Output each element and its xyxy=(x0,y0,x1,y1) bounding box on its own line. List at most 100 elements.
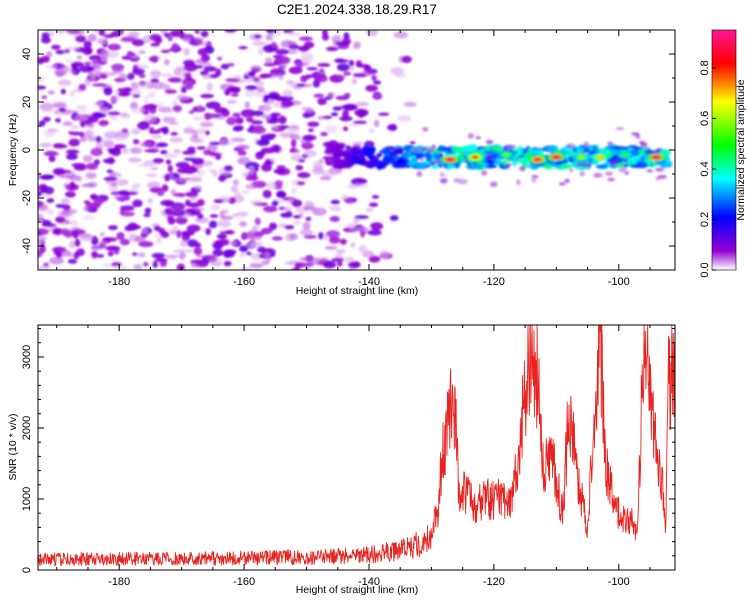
spectrogram-cell xyxy=(90,245,102,251)
spectrogram-cell xyxy=(151,134,163,139)
spectrogram-cell xyxy=(87,34,97,42)
spectrogram-cell xyxy=(312,207,327,216)
spectrogram-cell xyxy=(167,164,173,173)
spectrogram-cell xyxy=(250,120,264,125)
spectrogram-cell xyxy=(327,92,337,98)
spectrogram-cell xyxy=(247,232,263,241)
spectrogram-cell xyxy=(38,235,47,243)
spectrogram-cell xyxy=(104,131,119,139)
spectrogram-cell xyxy=(331,230,340,237)
spectrogram-cell xyxy=(63,183,70,189)
spectrogram-cell xyxy=(287,31,301,37)
spectrogram-cell xyxy=(184,125,194,130)
spectrogram-cell xyxy=(322,30,328,37)
spectrogram-cell xyxy=(131,38,145,47)
spectrogram-cell xyxy=(194,185,203,190)
spectrogram-cell xyxy=(194,242,202,248)
spectrogram-cell xyxy=(371,195,380,199)
spectrogram-cell xyxy=(93,159,101,165)
spectrogram-cell xyxy=(257,47,264,55)
spectrogram-cell xyxy=(223,209,229,214)
spectrogram-cell xyxy=(119,196,126,203)
snr-y-axis-label: SNR (10 * v/v) xyxy=(7,413,19,480)
spectrogram-cell xyxy=(336,150,344,158)
spectrogram-cell xyxy=(102,237,118,242)
spectrogram-cell xyxy=(598,147,611,155)
spectrogram-cell xyxy=(293,219,302,226)
spectrogram-cell xyxy=(245,85,258,91)
spectrogram-cell xyxy=(168,255,177,260)
spectrogram-cell xyxy=(42,116,51,122)
snr-x-tick-label: -120 xyxy=(483,576,505,588)
spectrogram-cell xyxy=(120,37,135,42)
spectrogram-cell xyxy=(486,164,498,169)
spectrogram-cell xyxy=(99,73,108,79)
spectrogram-cell xyxy=(169,229,179,235)
spectrogram-cell xyxy=(132,252,138,256)
spectrogram-cell xyxy=(458,179,468,185)
spectrogram-cell xyxy=(348,59,355,67)
spectrogram-cell xyxy=(76,55,83,60)
spectrogram-cell xyxy=(225,78,240,83)
spectrogram-cell xyxy=(328,236,341,244)
spectrogram-cell xyxy=(64,59,75,63)
spectrogram-cell xyxy=(566,143,576,150)
spectrogram-cell xyxy=(544,162,553,170)
spectrogram-cell xyxy=(306,67,318,71)
spectrogram-cell xyxy=(368,127,375,134)
spectrogram-cell xyxy=(113,144,126,149)
spectrogram-cell xyxy=(42,108,55,113)
spectrogram-cell xyxy=(203,149,212,156)
spectrogram-cell xyxy=(81,215,96,220)
spectrogram-cell xyxy=(191,157,205,165)
spectrogram-cell xyxy=(182,35,192,43)
spectrogram-cell xyxy=(43,186,55,195)
spectrogram-cell xyxy=(252,126,266,134)
spectrogram-cell xyxy=(491,145,499,151)
spectrogram-cell xyxy=(80,183,96,188)
spectrogram-cell xyxy=(299,228,313,237)
spectrogram-cell xyxy=(41,32,50,40)
spectrogram-cell xyxy=(100,53,109,62)
spectrogram-cell xyxy=(96,254,105,258)
spectrogram-cell xyxy=(55,49,65,55)
spectrogram-cell xyxy=(609,159,619,166)
spectrogram-cell xyxy=(38,200,44,207)
spectrogram-cell xyxy=(196,146,207,150)
spectrogram-cell xyxy=(38,120,46,127)
snr-frame xyxy=(37,324,676,571)
spectrogram-cell xyxy=(409,141,416,145)
spectrogram-cell xyxy=(172,225,179,230)
spectrogram-cell xyxy=(98,107,108,113)
spectrogram-cell xyxy=(162,116,177,123)
spectrogram-cell xyxy=(132,199,143,208)
spectrogram-cell xyxy=(67,220,79,226)
spectrogram-cell xyxy=(154,258,168,262)
spectrogram-cell xyxy=(224,89,231,96)
spectrogram-x-tick-label: -120 xyxy=(483,276,505,288)
spectrogram-cell xyxy=(301,142,314,150)
spectrogram-cell xyxy=(303,149,317,158)
spectrogram-cell xyxy=(579,171,585,177)
spectrogram-cell xyxy=(183,71,192,78)
spectrogram-cell xyxy=(329,215,340,223)
spectrogram-cell xyxy=(467,132,475,139)
spectrogram-cell xyxy=(173,149,182,154)
spectrogram-cell xyxy=(490,181,498,188)
spectrogram-cell xyxy=(185,82,194,90)
spectrogram-cell xyxy=(516,179,521,186)
spectrogram-cell xyxy=(112,66,124,74)
spectrogram-cell xyxy=(343,92,351,98)
spectrogram-cell xyxy=(165,159,172,165)
colorbar-tick-label: 0.4 xyxy=(699,161,711,176)
spectrogram-cell xyxy=(368,202,379,208)
spectrogram-cell xyxy=(202,74,212,80)
spectrogram-cell xyxy=(263,161,274,166)
spectrogram-cell xyxy=(76,30,86,35)
spectrogram-cell xyxy=(170,132,178,136)
spectrogram-cell xyxy=(108,184,118,192)
spectrogram-cell xyxy=(520,160,529,166)
spectrogram-cell xyxy=(223,260,232,267)
spectrogram-cell xyxy=(264,94,279,99)
spectrogram-cell xyxy=(75,109,90,113)
